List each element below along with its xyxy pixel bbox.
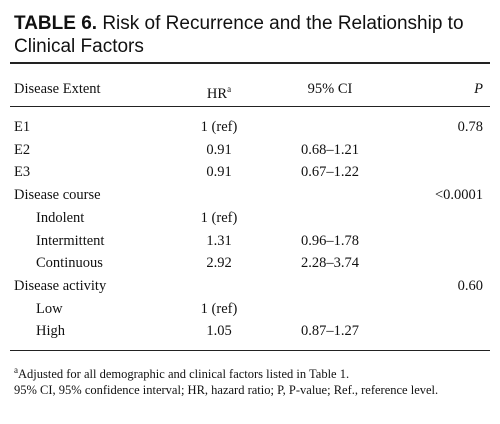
header-ci: 95% CI	[307, 81, 353, 97]
p-value: 0.60	[457, 277, 483, 294]
row-label: Intermittent	[36, 232, 105, 249]
row-label: E2	[14, 141, 31, 158]
hr-value: 1.31	[206, 232, 232, 249]
hr-value: 1 (ref)	[200, 119, 238, 135]
hr-value: 2.92	[206, 255, 232, 272]
footnote: 95% CI, 95% confidence interval; HR, haz…	[14, 383, 439, 397]
hr-value: 1 (ref)	[200, 300, 238, 317]
row-label: E3	[14, 164, 31, 181]
hr-value: 1 (ref)	[200, 209, 238, 226]
footnote-mark: a	[14, 365, 18, 375]
row-label: High	[36, 323, 65, 340]
row-label: Low	[36, 300, 63, 317]
row-label: E1	[14, 119, 31, 135]
ci-value: 0.96–1.78	[301, 232, 359, 249]
group-heading: Disease course	[14, 187, 101, 204]
ci-value: 0.67–1.22	[301, 164, 359, 181]
p-value: <0.0001	[434, 187, 483, 204]
row-label: Indolent	[36, 209, 85, 226]
header-p: P	[474, 81, 483, 97]
ci-value: 0.68–1.21	[301, 141, 359, 158]
table-number: TABLE 6.	[14, 13, 98, 34]
group-heading: Disease activity	[14, 277, 107, 294]
header-hr: HRa	[180, 80, 258, 103]
header-hr-text: HR	[206, 85, 228, 102]
row-label: Continuous	[36, 255, 103, 272]
table-caption: Risk of Recurrence and the Relationship …	[14, 13, 464, 57]
table-title: TABLE 6. Risk of Recurrence and the Rela…	[14, 12, 490, 58]
ci-value: 2.28–3.74	[301, 255, 359, 272]
p-value: 0.78	[457, 119, 483, 135]
footnote-text: Adjusted for all demographic and clinica…	[18, 367, 350, 382]
header-label: Disease Extent	[14, 81, 101, 97]
ci-value: 0.87–1.27	[301, 323, 359, 340]
header-rule	[10, 106, 490, 107]
hr-value: 0.91	[206, 141, 232, 158]
footnote-mark: a	[227, 84, 232, 94]
bottom-rule	[10, 350, 490, 351]
hr-value: 1.05	[206, 323, 232, 340]
top-rule	[10, 62, 490, 64]
hr-value: 0.91	[206, 164, 232, 181]
footnote: aAdjusted for all demographic and clinic…	[14, 362, 349, 382]
